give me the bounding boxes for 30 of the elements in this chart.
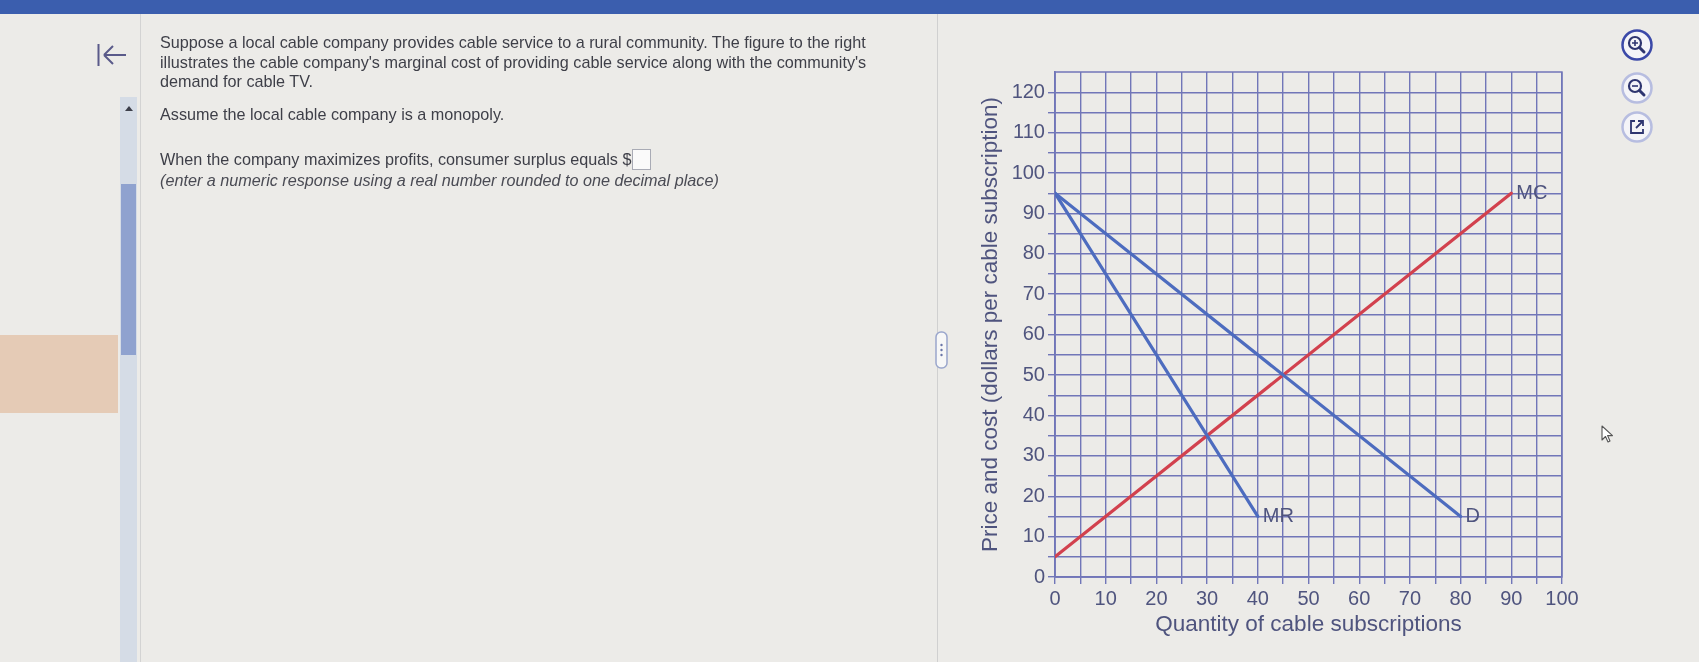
- text: Suppose a local cable company provides cable service to a rural community. The figure to the right illustrates the cable company's marginal cost of providing cable service along with the community's demand for cable TV.: [160, 33, 868, 92]
- x-tick-label: 20: [1145, 586, 1168, 609]
- y-tick-label: 70: [1022, 281, 1045, 304]
- y-tick-label: 10: [1022, 524, 1045, 547]
- y-tick-label: 60: [1022, 322, 1045, 345]
- y-tick-label: 40: [1022, 402, 1045, 425]
- y-tick-label: 90: [1022, 200, 1045, 223]
- y-tick-label: 80: [1022, 241, 1045, 264]
- x-tick-label: 0: [1049, 586, 1061, 609]
- y-axis-title: Price and cost (dollars per cable subscription): [976, 96, 1002, 553]
- x-tick-label: 70: [1398, 586, 1422, 609]
- text: (enter a numeric response using a real number rounded to one decimal place): [160, 171, 719, 189]
- text: Assume the local cable company is a monopoly.: [160, 104, 506, 124]
- y-tick-label: 120: [1011, 79, 1045, 102]
- y-tick-label: 30: [1022, 443, 1045, 466]
- y-tick-label: 110: [1013, 120, 1045, 143]
- y-tick-label: 0: [1033, 564, 1045, 587]
- text: When the company maximizes profits, consumer surplus equals $: [160, 150, 632, 168]
- x-tick-label: 60: [1348, 586, 1371, 609]
- x-axis-title: Quantity of cable subscriptions: [1155, 610, 1462, 636]
- x-tick-label: 40: [1246, 586, 1269, 609]
- x-tick-label: 30: [1195, 586, 1219, 609]
- y-tick-label: 100: [1011, 160, 1045, 183]
- x-tick-label: 90: [1500, 586, 1523, 609]
- x-tick-label: 10: [1094, 586, 1117, 609]
- y-tick-label: 20: [1022, 483, 1045, 506]
- x-tick-label: 80: [1449, 586, 1472, 609]
- x-tick-label: 100: [1545, 586, 1579, 609]
- y-tick-label: 50: [1022, 362, 1045, 385]
- x-tick-label: 50: [1297, 586, 1320, 609]
